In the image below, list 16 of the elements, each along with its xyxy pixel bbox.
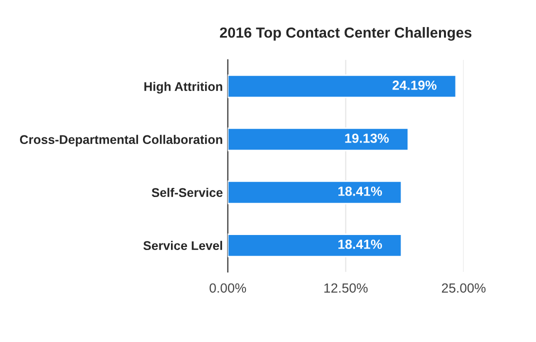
data-label: 19.13%: [345, 134, 389, 143]
x-tick-label: 0.00%: [210, 283, 246, 293]
y-tick-label: Cross-Departmental Collaboration: [20, 134, 222, 146]
bar: [228, 128, 409, 152]
bar: [228, 180, 402, 204]
bar: [228, 74, 457, 98]
x-tick-label: 12.50%: [324, 283, 368, 293]
chart-title: 2016 Top Contact Center Challenges: [220, 27, 472, 41]
y-tick-label: High Attrition: [144, 82, 222, 94]
data-label: 18.41%: [338, 186, 382, 196]
data-label: 18.41%: [338, 240, 382, 249]
x-tick-label: 25.00%: [442, 283, 486, 293]
bar: [228, 234, 402, 258]
data-label: 24.19%: [392, 80, 437, 90]
y-tick-label: Service Level: [143, 240, 222, 250]
y-tick-label: Self-Service: [152, 188, 223, 198]
